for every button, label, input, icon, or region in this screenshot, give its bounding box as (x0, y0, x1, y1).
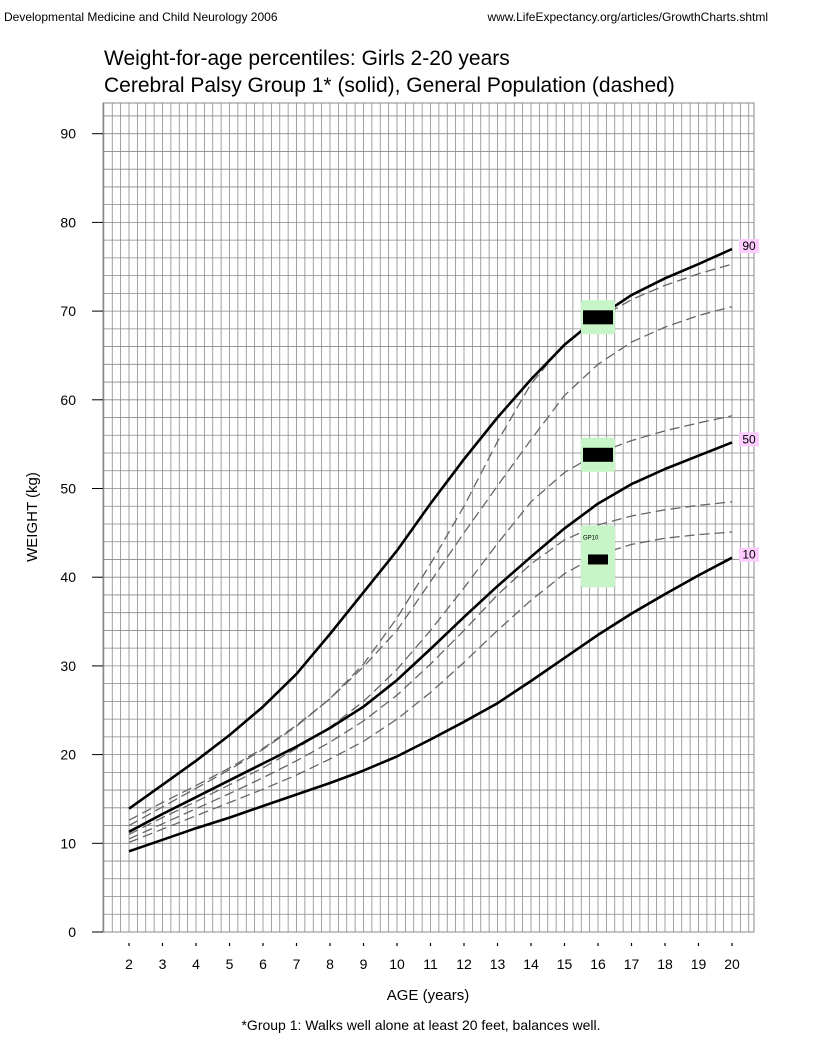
x-axis-label: AGE (years) (387, 987, 470, 1004)
x-tick-label: 13 (490, 956, 506, 972)
gp-percentile-line (128, 306, 733, 821)
gp-percentile-line (128, 263, 733, 827)
chart-subtitle: Cerebral Palsy Group 1* (solid), General… (104, 74, 675, 97)
y-axis-ticks: 0 10 20 30 40 50 60 70 80 90 (60, 126, 103, 940)
x-tick-label: 2 (125, 956, 133, 972)
percentile-label-bg (739, 547, 759, 562)
percentile-labels: 90 50 10 (739, 239, 759, 562)
chart-series (128, 247, 733, 853)
cp-percentile-line (128, 556, 733, 853)
x-tick-label: 19 (691, 956, 707, 972)
x-tick-label: 12 (456, 956, 472, 972)
x-tick-label: 15 (557, 956, 573, 972)
gp-percentile-line (128, 415, 733, 835)
x-tick-label: 6 (259, 956, 267, 972)
x-axis-ticks: 2 3 4 5 6 7 8 9 10 11 12 13 14 15 16 17 18 19 20 (125, 943, 740, 972)
chart-title: Weight-for-age percentiles: Girls 2-20 y… (104, 47, 510, 70)
chart-grid (102, 102, 755, 933)
x-tick-label: 4 (192, 956, 200, 972)
percentile-label: 90 (742, 239, 756, 253)
footnote: *Group 1: Walks well alone at least 20 f… (241, 1017, 601, 1033)
y-tick-label: 90 (60, 126, 76, 142)
y-tick-label: 0 (68, 924, 76, 940)
y-tick-label: 70 (60, 303, 76, 319)
gp-percentile-line (128, 531, 733, 844)
x-tick-label: 3 (159, 956, 167, 972)
x-tick-label: 17 (624, 956, 640, 972)
x-tick-label: 20 (724, 956, 740, 972)
percentile-label-bg (739, 239, 759, 254)
y-tick-label: 40 (60, 569, 76, 585)
x-tick-label: 18 (657, 956, 673, 972)
x-tick-label: 7 (293, 956, 301, 972)
y-tick-label: 10 (60, 835, 76, 851)
x-tick-label: 9 (360, 956, 368, 972)
y-axis-label: WEIGHT (kg) (24, 472, 41, 562)
marker-bar (588, 554, 608, 565)
x-tick-label: 14 (523, 956, 539, 972)
marker-label: GP10 (583, 535, 599, 541)
y-tick-label: 60 (60, 392, 76, 408)
cp-percentile-line (128, 441, 733, 833)
x-tick-label: 11 (423, 956, 438, 972)
x-tick-label: 16 (590, 956, 606, 972)
y-tick-label: 50 (60, 481, 76, 497)
percentile-label-bg (739, 432, 759, 447)
marker-bar (583, 447, 613, 462)
y-tick-label: 80 (60, 214, 76, 230)
chart-markers: GP10 (581, 300, 615, 588)
gp-percentile-line (128, 501, 733, 840)
percentile-label: 10 (742, 548, 756, 562)
percentile-label: 50 (742, 432, 756, 446)
x-tick-label: 8 (326, 956, 334, 972)
y-tick-label: 30 (60, 658, 76, 674)
x-tick-label: 5 (226, 956, 234, 972)
y-tick-label: 20 (60, 747, 76, 763)
marker-bar (583, 310, 613, 325)
cp-percentile-line (128, 247, 733, 810)
x-tick-label: 10 (389, 956, 405, 972)
header-right: www.LifeExpectancy.org/articles/GrowthCh… (487, 10, 768, 24)
header-left: Developmental Medicine and Child Neurolo… (4, 10, 278, 24)
